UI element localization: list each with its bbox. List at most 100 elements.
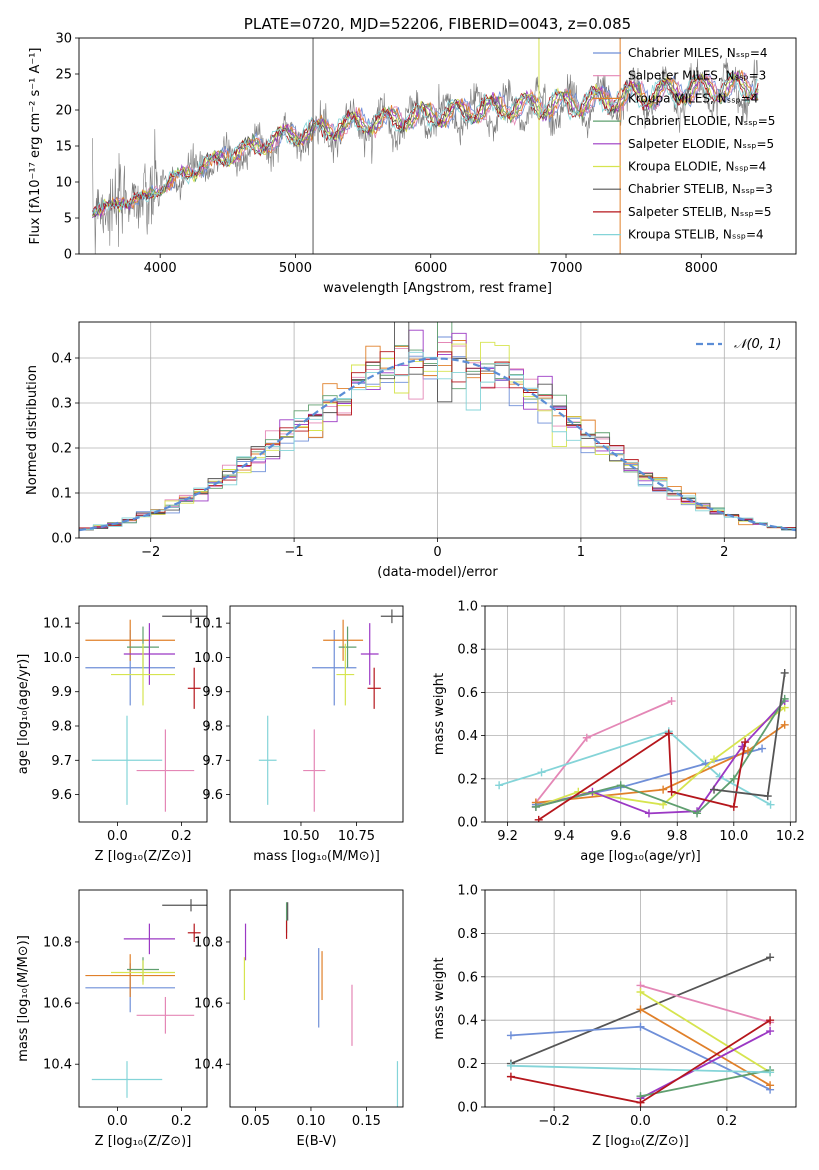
point-marker [506, 1072, 515, 1081]
y-tick-label: 10 [55, 176, 72, 191]
series-line [640, 1069, 771, 1098]
series-kroupa-elodie [636, 987, 775, 1077]
point-marker [766, 1027, 775, 1036]
axes-frame [78, 889, 208, 1108]
axes-frame [78, 37, 797, 255]
point-marker [729, 802, 738, 811]
errorbar-kroupa-miles [323, 619, 364, 661]
x-tick-label: 10.50 [282, 829, 319, 844]
point-marker [506, 1061, 515, 1070]
series-kroupa-stelib [495, 727, 775, 809]
x-tick-label: 0 [433, 545, 441, 560]
y-tick-label: 0.2 [457, 1057, 478, 1072]
legend-label: 𝒩(0, 1) [734, 337, 781, 352]
axes-frame [484, 889, 797, 1108]
series-kroupa-stelib [506, 1061, 775, 1077]
series-chabrier-stelib [710, 668, 789, 801]
histogram-salpeter-stelib [79, 351, 796, 529]
x-tick-label: 0.2 [171, 829, 192, 844]
y-tick-label: 0.8 [457, 927, 478, 942]
point-marker [743, 746, 752, 755]
point-marker [729, 774, 738, 783]
x-tick-label: 5000 [279, 261, 312, 276]
point-marker [766, 800, 775, 809]
point-marker [659, 785, 668, 794]
y-tick-label: 10.4 [43, 1058, 72, 1073]
y-tick-label: 1.0 [457, 600, 478, 615]
x-tick-label: 0.15 [352, 1114, 381, 1129]
legend-label: Chabrier MILES, Nₛₛₚ=4 [628, 46, 768, 60]
point-marker [659, 800, 668, 809]
y-axis-label: mass weight [432, 673, 447, 755]
axes-frame [78, 605, 208, 823]
y-tick-label: 0.6 [457, 970, 478, 985]
histogram-kroupa-stelib [79, 351, 796, 531]
y-tick-label: 10.1 [43, 617, 72, 632]
errorbar-salpeter-stelib [187, 667, 201, 709]
panel-mass_vs_ebv: 0.05 0.10 0.15 10.4 10.6 10.8 E(B-V) [194, 889, 404, 1149]
point-marker [766, 1068, 775, 1077]
x-tick-label: 7000 [549, 261, 582, 276]
y-tick-label: 10.6 [194, 997, 223, 1012]
point-marker [741, 738, 750, 747]
y-tick-label: 30 [55, 32, 72, 47]
y-tick-label: 0.4 [457, 729, 478, 744]
series-line [640, 1030, 771, 1100]
series-salpeter-stelib [506, 1016, 775, 1107]
y-tick-label: 9.7 [51, 754, 72, 769]
x-tick-label: 0.2 [717, 1114, 738, 1129]
y-axis-label: age [log₁₀(age/yr)] [16, 654, 31, 775]
y-tick-label: 10.8 [43, 935, 72, 950]
y-tick-label: 0.8 [457, 643, 478, 658]
errorbar-salpeter-elodie [123, 923, 175, 955]
legend-label: Chabrier ELODIE, Nₛₛₚ=5 [628, 114, 775, 128]
y-tick-label: 0.1 [51, 487, 72, 502]
errorbar-chabrier-stelib [380, 609, 403, 624]
x-tick-label: 8000 [685, 261, 718, 276]
errorbar-kroupa-stelib [91, 1061, 163, 1098]
y-tick-label: 15 [55, 140, 72, 155]
errorbar-salpeter-elodie [360, 623, 379, 685]
point-marker [537, 768, 546, 777]
errorbars [85, 899, 207, 1098]
errorbar-salpeter-miles [303, 729, 326, 812]
x-tick-label: 0.0 [107, 829, 128, 844]
x-tick-label: 9.2 [497, 829, 518, 844]
point-marker [667, 697, 676, 706]
x-tick-label: −0.2 [538, 1114, 570, 1129]
y-tick-label: 9.7 [202, 754, 223, 769]
panel-spectrum: 4000 5000 6000 7000 8000 0 5 10 15 20 25 30 waveleng… [28, 15, 797, 296]
x-axis-label: E(B-V) [296, 1134, 336, 1149]
x-tick-label: 4000 [144, 261, 177, 276]
y-tick-label: 9.8 [202, 720, 223, 735]
spectrum-lines [92, 38, 759, 254]
x-axis-label: mass [log₁₀(M/M⊙)] [253, 849, 380, 864]
panel-age_vs_mass: 10.50 10.75 9.6 9.7 9.8 9.9 10.0 10.1 mass [log₁… [194, 605, 404, 864]
weight-lines [495, 668, 789, 822]
legend-label: Kroupa MILES, Nₛₛₚ=4 [628, 91, 758, 105]
y-axis-label: Normed distribution [25, 365, 40, 495]
y-tick-label: 0.4 [51, 352, 72, 367]
y-tick-label: 9.8 [51, 720, 72, 735]
model-line [92, 70, 759, 215]
errorbar-salpeter-stelib [367, 667, 381, 709]
legend-label: Salpeter ELODIE, Nₛₛₚ=5 [628, 137, 774, 151]
series-line [538, 731, 746, 821]
x-tick-label: 10.0 [719, 829, 748, 844]
panel-mass_vs_Z: 0.0 0.2 10.4 10.6 10.8 Z [log₁₀(Z/Z⊙)] mass [l… [16, 889, 208, 1149]
errorbar-chabrier-stelib [162, 899, 207, 912]
point-marker [664, 729, 673, 738]
point-marker [766, 1016, 775, 1025]
legend-label: Chabrier STELIB, Nₛₛₚ=3 [628, 182, 773, 196]
series-line [510, 1064, 771, 1074]
x-tick-label: 9.4 [554, 829, 575, 844]
y-tick-label: 0.3 [51, 397, 72, 412]
errorbar-salpeter-stelib [187, 923, 201, 942]
y-tick-label: 0 [64, 248, 72, 263]
point-marker [710, 755, 719, 764]
weight-lines [506, 953, 775, 1107]
x-axis-label: wavelength [Angstrom, rest frame] [323, 281, 552, 296]
axes-frame [229, 889, 404, 1108]
series-line [498, 730, 772, 806]
point-marker [667, 787, 676, 796]
